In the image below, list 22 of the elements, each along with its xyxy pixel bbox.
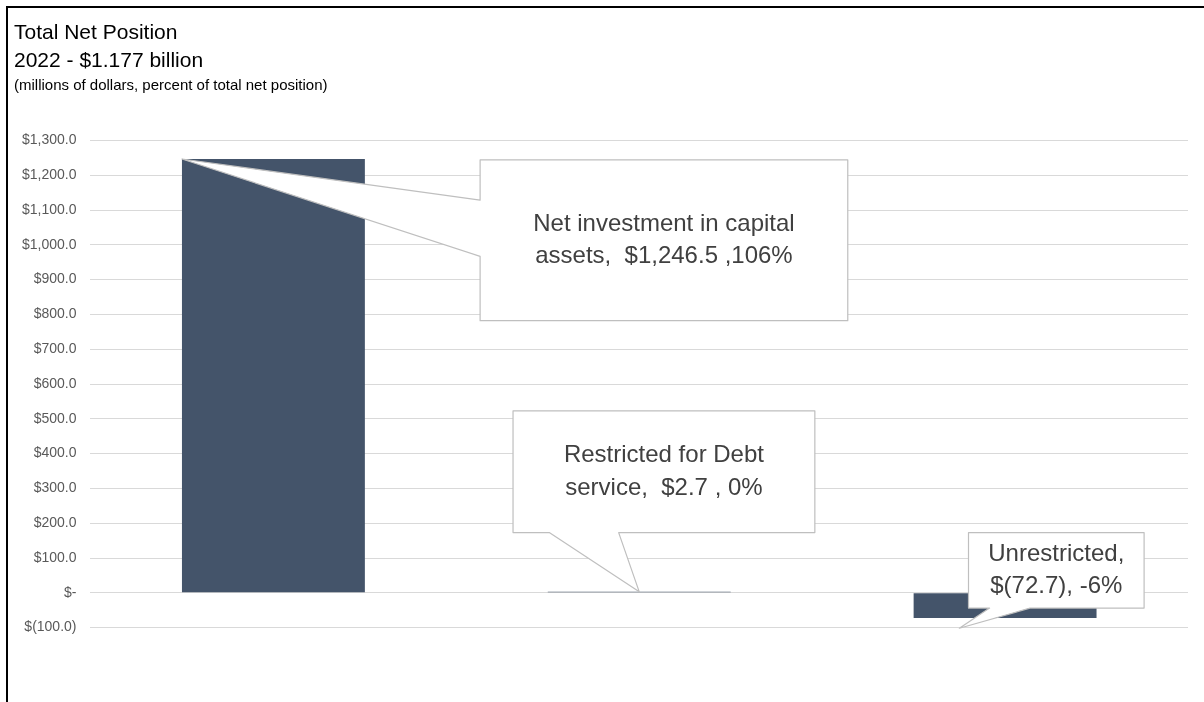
y-tick-label: $1,100.0	[22, 200, 77, 217]
annotation: Net investment in capital assets, $1,246.5 ,106%	[533, 208, 795, 269]
y-tick-label: $300.0	[33, 479, 77, 496]
y-tick-label: $900.0	[33, 270, 77, 287]
y-tick-label: $100.0	[33, 548, 77, 565]
y-tick-label: $1,200.0	[22, 166, 77, 183]
y-tick-label: $1,000.0	[22, 235, 77, 252]
annotation: Unrestricted, $(72.7), -6%	[988, 538, 1125, 599]
annotation: Restricted for Debt service, $2.7 , 0%	[563, 440, 765, 500]
bar	[181, 159, 365, 593]
y-tick-label: $600.0	[33, 374, 77, 391]
y-tick-label: $800.0	[33, 305, 77, 322]
text: (millions of dollars, percent of total net position)	[14, 76, 328, 93]
y-tick-label: $1,300.0	[22, 131, 77, 148]
y-tick-label: $700.0	[33, 340, 77, 357]
y-tick-label: $400.0	[33, 444, 77, 461]
y-tick-label: $200.0	[33, 514, 77, 531]
chart-title: Total Net Position	[14, 19, 179, 45]
y-tick-label: $500.0	[33, 409, 77, 426]
chart-subtitle: 2022 - $1.177 billion	[14, 47, 204, 73]
y-tick-label: $(100.0)	[24, 618, 77, 635]
y-tick-label: $-	[64, 583, 77, 600]
